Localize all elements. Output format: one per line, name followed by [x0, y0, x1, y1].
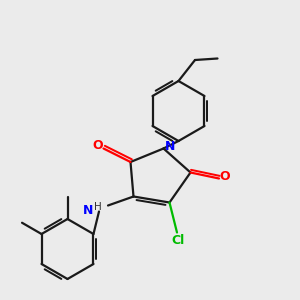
- Text: H: H: [94, 202, 101, 212]
- Text: N: N: [82, 203, 93, 217]
- Text: N: N: [165, 140, 175, 153]
- Text: O: O: [92, 139, 103, 152]
- Text: O: O: [220, 169, 230, 183]
- Text: Cl: Cl: [172, 234, 185, 248]
